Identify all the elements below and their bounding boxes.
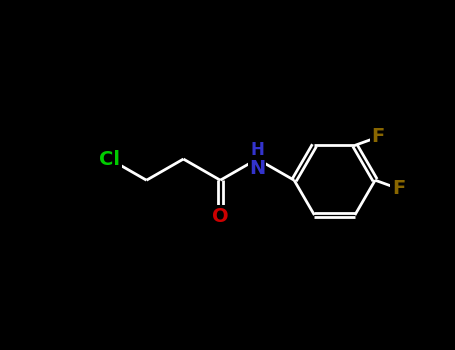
Text: H: H — [250, 141, 264, 159]
Text: F: F — [392, 179, 405, 198]
Text: Cl: Cl — [99, 149, 120, 169]
Text: O: O — [212, 207, 228, 226]
Text: N: N — [249, 159, 265, 178]
Text: F: F — [372, 127, 385, 146]
